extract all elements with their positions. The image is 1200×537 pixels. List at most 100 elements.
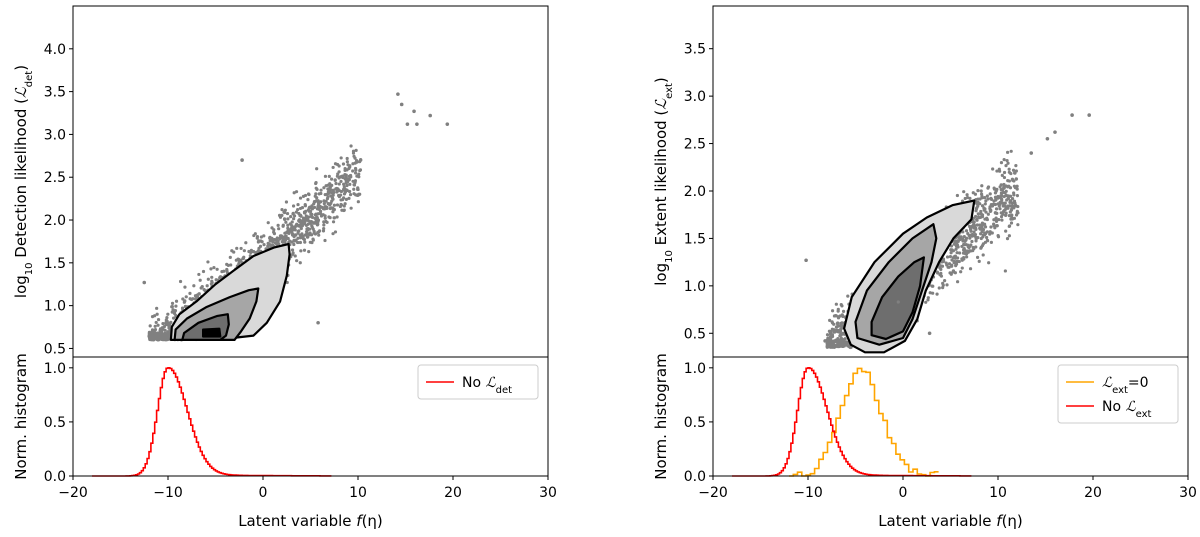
scatter-point: [298, 240, 302, 245]
scatter-point: [999, 194, 1004, 198]
scatter-point: [308, 209, 313, 213]
scatter-point: [343, 168, 347, 172]
scatter-point: [156, 317, 161, 322]
scatter-point: [1004, 211, 1008, 215]
scatter-point: [305, 232, 309, 236]
scatter-point: [972, 220, 976, 224]
scatter-point: [353, 161, 357, 165]
scatter-point: [954, 259, 959, 264]
y-tick-label: 1.0: [684, 361, 706, 377]
scatter-point: [945, 255, 950, 259]
x-tick-label: 20: [1084, 485, 1102, 501]
scatter-point: [330, 183, 334, 187]
scatter-point: [322, 186, 326, 190]
scatter-point: [986, 185, 991, 189]
scatter-point: [346, 163, 350, 167]
scatter-point: [316, 218, 321, 222]
scatter-point: [839, 321, 843, 326]
scatter-point: [1006, 161, 1010, 165]
scatter-point: [1002, 186, 1006, 190]
scatter-point: [353, 171, 358, 175]
scatter-point: [935, 292, 939, 296]
scatter-point: [1011, 168, 1016, 172]
scatter-point: [989, 225, 993, 229]
scatter-point: [924, 300, 928, 304]
scatter-point: [323, 174, 328, 178]
scatter-point: [1016, 223, 1020, 227]
scatter-point: [262, 243, 266, 247]
scatter-point: [846, 294, 850, 298]
scatter-point: [341, 162, 346, 166]
y-tick-label: 1.0: [44, 299, 66, 315]
x-tick-label: −10: [153, 485, 183, 501]
scatter-point: [1011, 178, 1015, 182]
scatter-point: [351, 151, 356, 155]
scatter-point: [293, 254, 297, 258]
scatter-point: [275, 239, 279, 244]
scatter-point: [804, 258, 808, 263]
scatter-point: [977, 259, 981, 263]
scatter-point: [1006, 150, 1010, 154]
scatter-point: [276, 223, 280, 227]
scatter-point: [940, 264, 945, 268]
scatter-point: [1006, 204, 1010, 208]
scatter-point: [296, 202, 300, 207]
scatter-point: [949, 251, 953, 255]
scatter-point: [308, 231, 312, 235]
scatter-point: [972, 230, 976, 234]
scatter-point: [151, 330, 156, 335]
y-tick-label: 0.0: [684, 469, 706, 485]
scatter-point: [212, 265, 216, 270]
scatter-point: [971, 249, 975, 253]
scatter-point: [981, 235, 985, 239]
scatter-point: [1003, 201, 1007, 205]
scatter-point: [321, 229, 326, 233]
scatter-point: [167, 321, 171, 326]
scatter-point: [975, 223, 979, 227]
scatter-point: [965, 255, 969, 259]
scatter-point: [191, 297, 195, 301]
scatter-point: [839, 303, 843, 307]
scatter-point: [956, 245, 960, 249]
y-tick-label: 3.5: [684, 42, 706, 58]
scatter-point: [284, 200, 289, 204]
scatter-point: [950, 258, 954, 262]
scatter-point: [295, 222, 299, 226]
scatter-point: [1045, 137, 1050, 141]
scatter-point: [926, 296, 930, 300]
scatter-point: [983, 202, 987, 206]
scatter-point: [971, 225, 975, 229]
scatter-point: [163, 328, 167, 332]
scatter-point: [1009, 171, 1013, 176]
y-tick-label: 2.0: [684, 184, 706, 200]
density-contours: [169, 242, 291, 341]
scatter-point: [846, 344, 850, 348]
scatter-point: [335, 186, 339, 191]
scatter-point: [337, 193, 341, 198]
scatter-point: [976, 189, 980, 193]
scatter-point: [218, 275, 222, 280]
y-tick-label: 3.5: [44, 85, 66, 101]
scatter-point: [286, 231, 290, 235]
scatter-point: [295, 259, 299, 263]
scatter-point: [328, 206, 332, 211]
scatter-point: [337, 170, 341, 174]
scatter-point: [332, 216, 336, 220]
scatter-point: [826, 337, 830, 341]
scatter-point: [358, 192, 362, 196]
scatter-point: [1008, 194, 1013, 198]
scatter-point: [280, 213, 284, 217]
scatter-point: [322, 226, 326, 231]
scatter-point: [896, 300, 900, 304]
scatter-point: [197, 292, 201, 296]
scatter-point: [332, 203, 337, 207]
scatter-point: [312, 231, 316, 235]
scatter-point: [322, 202, 326, 206]
scatter-point: [153, 324, 157, 328]
scatter-point: [1087, 113, 1091, 117]
legend-entry: ℒext=0: [1102, 375, 1149, 396]
scatter-point: [348, 182, 352, 186]
y-axis-label: log10 Detection likelihood (ℒdet): [12, 65, 35, 298]
scatter-point: [298, 261, 302, 265]
scatter-point: [931, 284, 935, 288]
